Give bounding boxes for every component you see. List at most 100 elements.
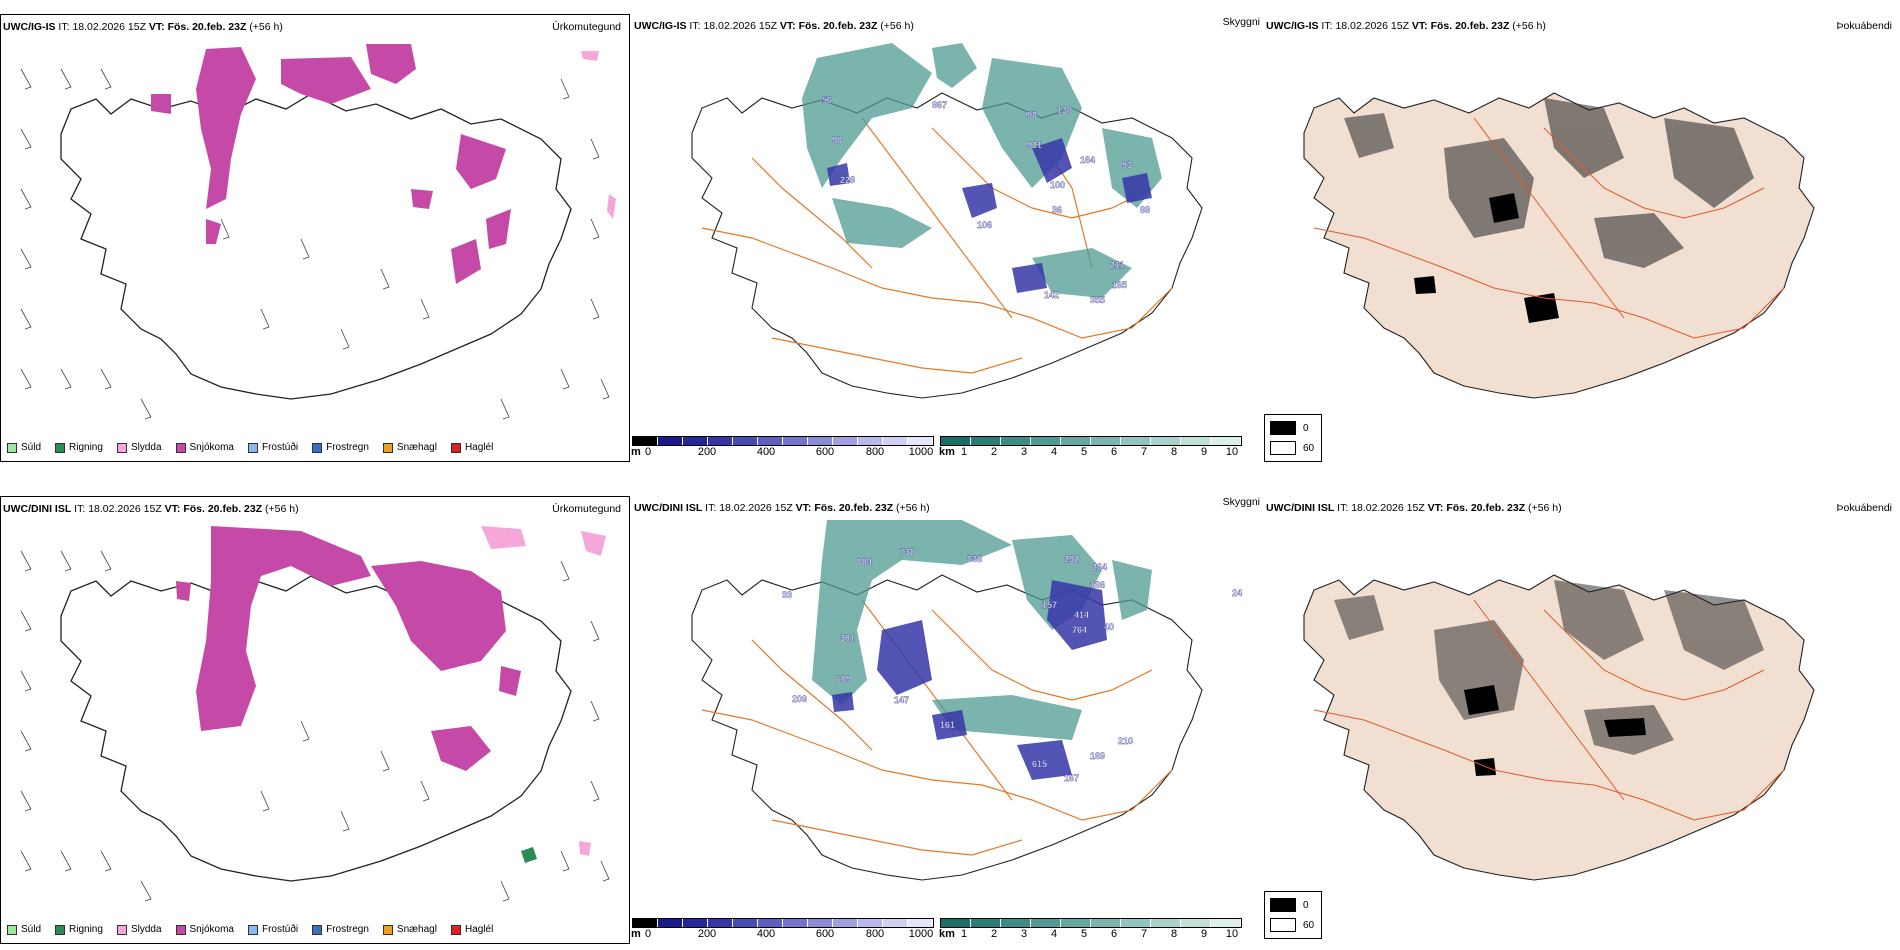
visibility-unit: km	[939, 928, 955, 940]
svg-text:88: 88	[1140, 205, 1150, 215]
fog-legend: 0 60	[1264, 414, 1322, 462]
legend-item: Frostúði	[247, 924, 298, 935]
road-network	[1313, 117, 1785, 339]
panel-title: Úrkomutegund	[552, 21, 621, 33]
svg-text:292: 292	[1064, 554, 1079, 564]
iceland-coastline	[60, 93, 572, 400]
svg-text:33: 33	[782, 590, 792, 600]
svg-text:157: 157	[1042, 600, 1057, 610]
svg-text:228: 228	[840, 175, 855, 185]
svg-text:164: 164	[1080, 155, 1095, 165]
ceiling-fields	[827, 138, 1152, 293]
visibility-ticks: 1 2 3 4 5 6 7 8 9 10	[960, 928, 1239, 940]
ceiling-colorbar: m 0 200 400 600 800 1000	[631, 436, 934, 460]
panel-title: Skyggni	[1222, 16, 1260, 28]
snow-areas	[176, 526, 521, 771]
legend-swatch	[247, 924, 258, 935]
svg-text:142: 142	[1044, 290, 1059, 300]
svg-text:301: 301	[840, 633, 855, 643]
fog-dense	[1414, 193, 1559, 323]
svg-text:210: 210	[1118, 736, 1133, 746]
svg-text:147: 147	[894, 695, 909, 705]
svg-text:93: 93	[1122, 160, 1132, 170]
ceiling-labels-bottom: 884 738 838 292 264 186 157 414 40 764 3…	[782, 547, 1242, 783]
svg-text:161: 161	[940, 720, 955, 730]
legend-swatch	[175, 924, 186, 935]
legend-swatch	[7, 442, 17, 453]
legend-swatch	[7, 924, 17, 935]
panel-header: UWC/IG-IS IT: 18.02.2026 15Z VT: Fös. 20…	[634, 20, 914, 32]
legend-item: Frostúði	[247, 442, 298, 453]
svg-text:186: 186	[1090, 580, 1105, 590]
fog-fields	[1334, 580, 1764, 755]
precip-legend: Súld Rigning Slydda Snjókoma Frostúði Fr…	[7, 442, 507, 453]
svg-text:264: 264	[1092, 562, 1107, 572]
precip-map	[20, 526, 610, 902]
legend-swatch	[55, 442, 66, 453]
fog-map	[1303, 92, 1815, 399]
panel-header: UWC/DINI ISL IT: 18.02.2026 15Z VT: Fös.…	[3, 503, 299, 515]
svg-text:209: 209	[792, 694, 807, 704]
fog-dense	[1464, 685, 1646, 776]
ceiling-ticks: 0 200 400 600 800 1000	[644, 928, 934, 940]
precip-map	[20, 44, 616, 420]
visibility-colorbar: km 1 2 3 4 5 6 7 8 9 10	[939, 918, 1242, 942]
legend-swatch	[116, 442, 127, 453]
legend-swatch	[116, 924, 127, 935]
fog-legend-black	[1270, 898, 1296, 912]
legend-item: Frostregn	[312, 924, 369, 935]
legend-item: Súld	[7, 924, 41, 935]
legend-item: Snjókoma	[175, 924, 234, 935]
svg-text:189: 189	[1090, 751, 1105, 761]
svg-text:838: 838	[967, 554, 982, 564]
svg-text:867: 867	[932, 100, 947, 110]
precip-panel-top: UWC/IG-IS IT: 18.02.2026 15Z VT: Fös. 20…	[0, 14, 630, 462]
svg-text:36: 36	[1052, 205, 1062, 215]
fog-fields	[1344, 98, 1754, 268]
visibility-unit: km	[939, 446, 955, 458]
legend-swatch	[382, 924, 393, 935]
panel-header: UWC/IG-IS IT: 18.02.2026 15Z VT: Fös. 20…	[1266, 20, 1546, 32]
svg-text:100: 100	[1050, 180, 1065, 190]
panel-title: Skyggni	[1222, 496, 1260, 508]
legend-swatch	[450, 442, 461, 453]
ceiling-labels-top: 867 98 130 921 164 93 100 36 88 211 165 …	[822, 95, 1150, 305]
svg-text:167: 167	[1064, 773, 1079, 783]
legend-swatch	[55, 924, 66, 935]
svg-text:764: 764	[1072, 625, 1087, 635]
legend-item: Slydda	[116, 924, 162, 935]
visibility-panel-bottom: UWC/DINI ISL IT: 18.02.2026 15Z VT: Fös.…	[631, 496, 1322, 944]
legend-item: Snjókoma	[175, 442, 234, 453]
visibility-ticks: 1 2 3 4 5 6 7 8 9 10	[960, 446, 1239, 458]
legend-item: Snæhagl	[382, 442, 437, 453]
wind-barbs	[20, 68, 610, 420]
legend-item: Snæhagl	[382, 924, 437, 935]
legend-item: Haglél	[450, 924, 493, 935]
svg-text:130: 130	[1057, 105, 1072, 115]
panel-header: UWC/DINI ISL IT: 18.02.2026 15Z VT: Fös.…	[634, 502, 930, 514]
ceiling-colorbar-swatches	[632, 918, 934, 928]
ceiling-unit: m	[631, 446, 641, 458]
legend-swatch	[247, 442, 258, 453]
svg-text:24: 24	[1232, 588, 1242, 598]
panel-header: UWC/DINI ISL IT: 18.02.2026 15Z VT: Fös.…	[1266, 502, 1562, 514]
legend-item: Frostregn	[312, 442, 369, 453]
fog-map	[1303, 574, 1815, 881]
svg-text:738: 738	[900, 547, 915, 557]
road-network	[1313, 599, 1785, 821]
legend-item: Haglél	[450, 442, 493, 453]
panel-title: Úrkomutegund	[552, 503, 621, 515]
visibility-colorbar: km 1 2 3 4 5 6 7 8 9 10	[939, 436, 1242, 460]
ceiling-colorbar: m 0 200 400 600 800 1000	[631, 918, 934, 942]
legend-swatch	[312, 442, 323, 453]
legend-swatch	[382, 442, 393, 453]
visibility-map: 884 738 838 292 264 186 157 414 40 764 3…	[691, 520, 1242, 881]
legend-item: Rigning	[55, 442, 103, 453]
svg-text:98: 98	[1027, 110, 1037, 120]
ceiling-ticks: 0 200 400 600 800 1000	[644, 446, 934, 458]
legend-item: Slydda	[116, 442, 162, 453]
snow-areas	[151, 44, 511, 284]
precip-panel-bottom: UWC/DINI ISL IT: 18.02.2026 15Z VT: Fös.…	[0, 496, 630, 944]
svg-text:211: 211	[1110, 260, 1125, 270]
road-network	[701, 117, 1173, 374]
